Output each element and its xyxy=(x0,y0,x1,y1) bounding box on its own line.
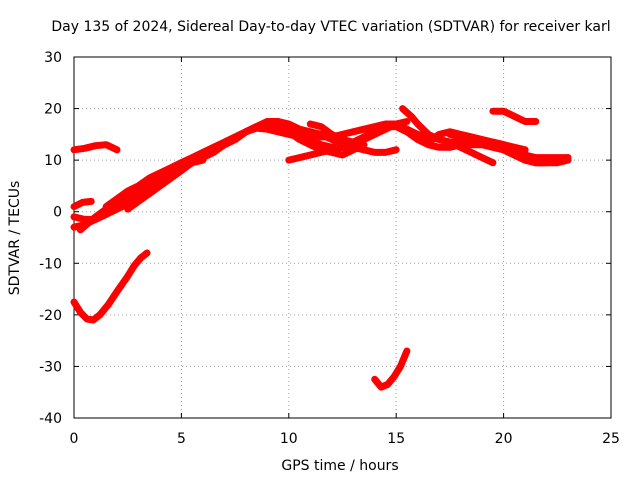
y-tick-label: -20 xyxy=(39,308,62,324)
axis-ticks: 0 5 10 15 20 25 -40 -30 -20 -10 0 10 20 30 xyxy=(39,50,620,447)
x-tick-label: 10 xyxy=(280,431,298,447)
series-line-arc17 xyxy=(489,107,540,125)
x-tick-label: 5 xyxy=(177,431,186,447)
y-tick-label: 10 xyxy=(44,153,62,169)
y-tick-label: 0 xyxy=(53,205,62,221)
series-line-arc16 xyxy=(446,130,572,167)
y-tick-label: -10 xyxy=(39,256,62,272)
y-tick-label: -40 xyxy=(39,411,62,427)
series-line-arc18 xyxy=(371,347,411,391)
x-tick-label: 25 xyxy=(602,431,620,447)
y-axis-label: SDTVAR / TECUs xyxy=(7,181,23,296)
data-series xyxy=(70,105,572,391)
series-line-arc1 xyxy=(70,141,121,154)
x-tick-label: 0 xyxy=(70,431,79,447)
grid xyxy=(74,57,611,418)
series-line-arc3 xyxy=(70,197,95,211)
series-line-arc2 xyxy=(70,249,151,324)
y-tick-label: 20 xyxy=(44,102,62,118)
x-axis-label: GPS time / hours xyxy=(281,458,398,474)
x-tick-label: 20 xyxy=(495,431,513,447)
y-tick-label: -30 xyxy=(39,359,62,375)
x-tick-label: 15 xyxy=(387,431,405,447)
plot-frame xyxy=(73,56,612,419)
chart-title: Day 135 of 2024, Sidereal Day-to-day VTE… xyxy=(51,19,610,35)
y-tick-label: 30 xyxy=(44,50,62,66)
series-line-arc10 xyxy=(199,118,400,162)
